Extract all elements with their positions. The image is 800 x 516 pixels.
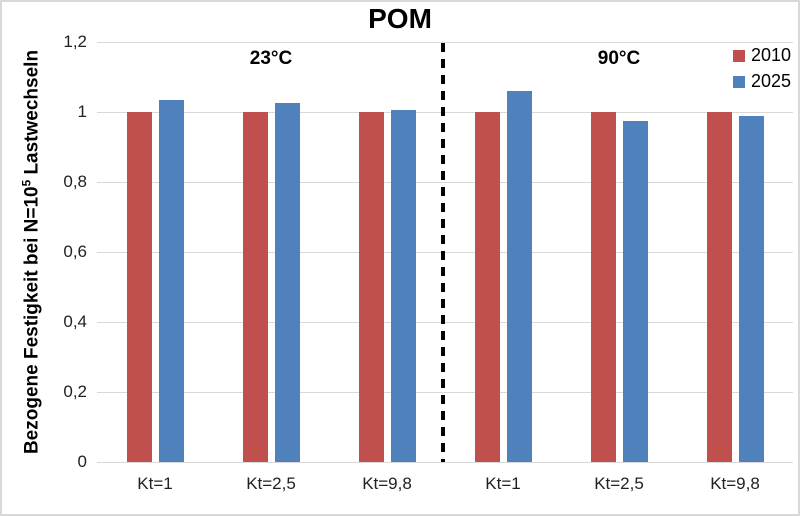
x-tick-label: Kt=9,8: [710, 474, 760, 493]
bar-2025-Kt=1: [506, 91, 532, 462]
plot-area: 0 0,2 0,4 0,6 0,8 1 1,2 Kt=1 Kt=2,5 Kt=9,8 Kt=1 Kt=…: [63, 32, 793, 493]
section-divider-dashed-line: [441, 43, 445, 462]
legend: 2010 2025: [732, 45, 791, 92]
x-tick-label: Kt=1: [485, 474, 521, 493]
gridline: [97, 181, 793, 183]
bar-2010-Kt=1: [126, 112, 152, 462]
bar-2025-Kt=9,8: [390, 110, 416, 462]
bar-2025-Kt=9,8: [738, 115, 764, 462]
x-tick-label: Kt=2,5: [246, 474, 296, 493]
gridline: [97, 251, 793, 253]
x-tick-label: Kt=1: [137, 474, 173, 493]
bar-2010-Kt=9,8: [706, 112, 732, 462]
legend-label: 2025: [750, 71, 791, 91]
x-tick-label: Kt=9,8: [362, 474, 412, 493]
y-tick-label: 1,2: [63, 32, 87, 51]
gridline: [97, 391, 793, 393]
y-tick-label: 0,4: [63, 312, 87, 331]
y-tick-label: 0,8: [63, 172, 87, 191]
bar-2025-Kt=1: [158, 99, 184, 462]
y-tick-label: 1: [77, 102, 87, 121]
section-label: 23°C: [249, 48, 293, 69]
x-tick-label: Kt=2,5: [594, 474, 644, 493]
y-axis-title-superscript: 5: [20, 179, 34, 187]
bar-2010-Kt=2,5: [242, 112, 268, 462]
legend-item-2010: 2010: [732, 45, 791, 66]
gridline: [97, 321, 793, 323]
bar-2010-Kt=2,5: [590, 112, 616, 462]
chart-title: POM: [368, 3, 432, 34]
legend-swatch-2025: [732, 75, 745, 88]
bar-2025-Kt=2,5: [622, 120, 648, 462]
y-tick-label: 0,6: [63, 242, 87, 261]
gridline: [97, 41, 793, 43]
y-tick-label: 0: [77, 452, 87, 471]
section-label: 90°C: [597, 48, 641, 69]
legend-label: 2010: [750, 45, 791, 65]
gridline: [97, 461, 793, 463]
bar-2025-Kt=2,5: [274, 103, 300, 462]
bar-2010-Kt=1: [474, 112, 500, 462]
y-tick-label: 0,2: [63, 382, 87, 401]
legend-swatch-2010: [732, 49, 745, 62]
legend-item-2025: 2025: [732, 71, 791, 92]
gridline: [97, 111, 793, 113]
bar-2010-Kt=9,8: [358, 112, 384, 462]
